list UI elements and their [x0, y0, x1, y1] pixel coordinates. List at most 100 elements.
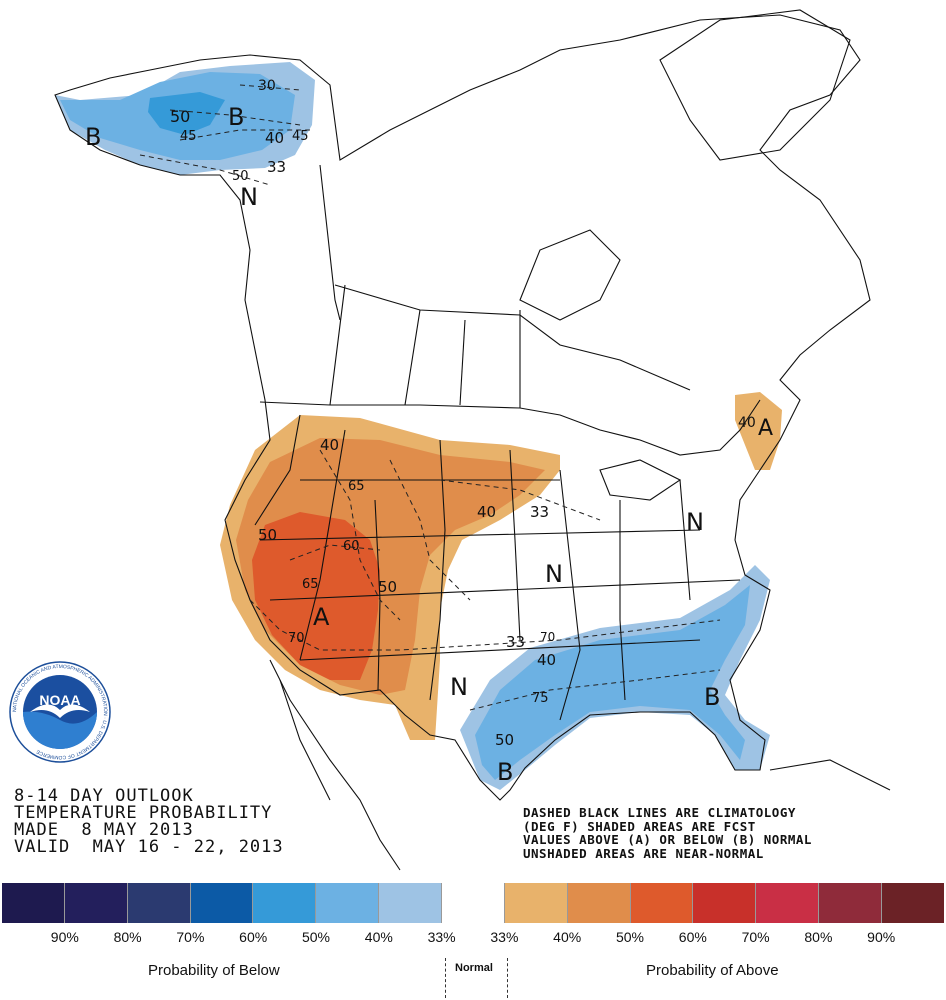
- normal-label: Normal: [455, 962, 493, 974]
- state-line-7: [619, 500, 626, 701]
- legend-swatch: [442, 883, 505, 923]
- letter-n-plains: N: [545, 560, 563, 588]
- contour-label: 60: [343, 539, 360, 554]
- outlook-line: 8-14 DAY OUTLOOK: [14, 786, 194, 806]
- note-line: VALUES ABOVE (A) OR BELOW (B) NORMAL: [523, 832, 812, 847]
- contour-label: 40: [265, 129, 284, 147]
- contour-30: [239, 84, 301, 91]
- legend-swatch: [693, 883, 757, 923]
- mexico-outline: [269, 659, 401, 871]
- contour-45: [169, 109, 301, 126]
- normal-divider-left: [445, 958, 446, 998]
- contour-label: 45: [292, 129, 309, 144]
- outlook-line: VALID MAY 16 - 22, 2013: [14, 837, 284, 857]
- contour-label: 33: [530, 503, 549, 521]
- province-3: [459, 319, 466, 406]
- noaa-logo: NOAA NATIONAL OCEANIC AND ATMOSPHERIC AD…: [9, 661, 111, 763]
- legend-swatch: [630, 883, 694, 923]
- contour-label: 40: [537, 651, 556, 669]
- contour-label: 65: [348, 479, 365, 494]
- state-line-4: [429, 439, 446, 701]
- legend-percent: 40%: [553, 929, 582, 945]
- contour-label: 33: [267, 158, 286, 176]
- note-line: (DEG F) SHADED AREAS ARE FCST: [523, 818, 756, 834]
- letter-n-south: N: [450, 673, 468, 701]
- legend-percent: 70%: [741, 929, 770, 945]
- contour-50-us: [389, 459, 471, 601]
- great-lakes: [599, 459, 682, 501]
- state-line-h4: [299, 639, 701, 661]
- above-label: Probability of Above: [646, 962, 779, 979]
- legend-swatch: [567, 883, 631, 923]
- letter-b-texas: B: [497, 758, 513, 786]
- legend-swatch: [379, 883, 443, 923]
- climatology-lines: [139, 84, 721, 711]
- legend-percent: 60%: [239, 929, 268, 945]
- state-line-6: [559, 469, 581, 721]
- se-below-40: [475, 585, 750, 780]
- outlook-line: MADE 8 MAY 2013: [14, 820, 194, 840]
- contour-label: 40: [320, 436, 339, 454]
- contour-label: 70: [540, 630, 555, 644]
- legend-swatch: [882, 883, 944, 923]
- contour-50-ak: [139, 154, 271, 186]
- state-line-8: [679, 479, 691, 601]
- legend-percent: 90%: [50, 929, 79, 945]
- ne-above-33: [735, 392, 782, 470]
- noaa-text: NOAA: [39, 692, 80, 708]
- letter-b-ak-east: B: [228, 103, 244, 131]
- contour-65: [319, 449, 401, 621]
- hudson-bay: [519, 229, 621, 321]
- normal-divider-right: [507, 958, 508, 998]
- note-line: DASHED BLACK LINES ARE CLIMATOLOGY: [523, 805, 796, 820]
- outlook-title-block: 8-14 DAY OUTLOOK TEMPERATURE PROBABILITY…: [14, 788, 284, 856]
- legend-swatch: [316, 883, 380, 923]
- greenland: [659, 9, 851, 161]
- contour-label: 50: [378, 578, 397, 596]
- note-line: UNSHADED AREAS ARE NEAR-NORMAL: [523, 845, 764, 861]
- legend-percent: 70%: [176, 929, 205, 945]
- alaska-below-50: [148, 92, 225, 135]
- outlook-map: B B N A A N N N B B 30 50 45 40 45 33 50…: [54, 9, 891, 871]
- state-line-2: [299, 429, 346, 661]
- contour-40-ne: [439, 479, 601, 521]
- contour-label: 45: [180, 129, 197, 144]
- contour-label: 40: [477, 503, 496, 521]
- contour-70: [249, 599, 721, 651]
- letter-b-florida: B: [704, 683, 720, 711]
- state-line-h3: [269, 579, 741, 601]
- legend-swatch: [127, 883, 191, 923]
- legend-percent: 80%: [113, 929, 142, 945]
- contour-label: 30: [258, 78, 276, 94]
- state-line-1: [254, 414, 301, 526]
- us-canada-border: [259, 399, 761, 456]
- boundaries: [54, 9, 891, 871]
- legend-swatch: [2, 883, 65, 923]
- contour-label: 40: [738, 415, 756, 431]
- probability-color-bar: [2, 883, 944, 923]
- contour-label: 33: [506, 633, 525, 651]
- contour-60: [289, 544, 381, 561]
- alaska-border: [319, 164, 341, 321]
- gull-icon: [30, 704, 90, 718]
- below-label: Probability of Below: [148, 962, 280, 979]
- map-notes: DASHED BLACK LINES ARE CLIMATOLOGY (DEG …: [523, 806, 812, 860]
- letter-n-great-lakes: N: [686, 508, 704, 536]
- north-america-outline: [54, 14, 871, 801]
- legend-percent: 33%: [490, 929, 519, 945]
- legend-swatch: [190, 883, 254, 923]
- contour-label: 70: [288, 631, 305, 646]
- shaded-areas: [55, 62, 782, 790]
- legend-percent: 33%: [427, 929, 456, 945]
- canada-north: [334, 284, 691, 391]
- baja: [279, 679, 331, 801]
- province-2: [404, 309, 421, 406]
- legend-swatch: [253, 883, 317, 923]
- contour-label: 65: [302, 577, 319, 592]
- letter-a-ne: A: [758, 416, 773, 441]
- legend-percent: 40%: [364, 929, 393, 945]
- contour-label: 50: [170, 107, 190, 126]
- letter-n-canada: N: [240, 183, 258, 211]
- letter-b-ak-west: B: [85, 123, 101, 151]
- legend-percent: 80%: [804, 929, 833, 945]
